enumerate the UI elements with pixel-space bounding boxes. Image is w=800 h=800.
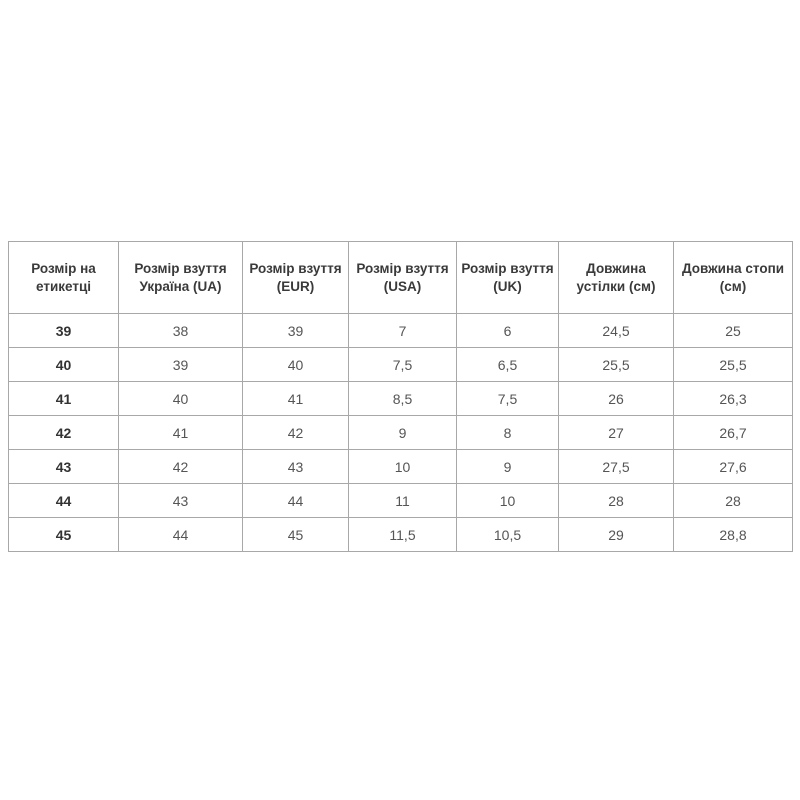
table-cell: 43 <box>118 483 243 518</box>
label-size-cell: 44 <box>8 483 119 518</box>
column-header: Розмір взуття (UK) <box>456 241 559 314</box>
table-row: 42 41 42 9 8 27 26,7 <box>8 415 793 450</box>
table-cell: 38 <box>118 313 243 348</box>
table-row: 40 39 40 7,5 6,5 25,5 25,5 <box>8 347 793 382</box>
table-row: 45 44 45 11,5 10,5 29 28,8 <box>8 517 793 552</box>
table-cell: 44 <box>242 483 349 518</box>
table-cell: 25 <box>673 313 793 348</box>
label-size-cell: 43 <box>8 449 119 484</box>
table-cell: 7,5 <box>456 381 559 416</box>
table-body: 39 38 39 7 6 24,5 25 40 39 40 7,5 6,5 25,5 25,5 41 40 41… <box>8 313 793 552</box>
table-cell: 39 <box>242 313 349 348</box>
table-cell: 26 <box>558 381 674 416</box>
table-cell: 6,5 <box>456 347 559 382</box>
table-cell: 27,6 <box>673 449 793 484</box>
table-cell: 29 <box>558 517 674 552</box>
table-row: 39 38 39 7 6 24,5 25 <box>8 313 793 348</box>
table-cell: 40 <box>242 347 349 382</box>
column-header: Розмір взуття Україна (UA) <box>118 241 243 314</box>
size-chart-table: Розмір на етикетці Розмір взуття Україна … <box>8 241 793 552</box>
column-header: Розмір взуття (USA) <box>348 241 457 314</box>
table-cell: 24,5 <box>558 313 674 348</box>
table-cell: 40 <box>118 381 243 416</box>
table-cell: 10 <box>456 483 559 518</box>
header-row: Розмір на етикетці Розмір взуття Україна … <box>8 241 793 314</box>
table-cell: 43 <box>242 449 349 484</box>
table-cell: 11 <box>348 483 457 518</box>
table-cell: 41 <box>118 415 243 450</box>
table-cell: 26,7 <box>673 415 793 450</box>
table-cell: 42 <box>118 449 243 484</box>
table-cell: 27 <box>558 415 674 450</box>
table-cell: 27,5 <box>558 449 674 484</box>
table-cell: 8 <box>456 415 559 450</box>
label-size-cell: 40 <box>8 347 119 382</box>
label-size-cell: 42 <box>8 415 119 450</box>
table-cell: 11,5 <box>348 517 457 552</box>
table-cell: 28 <box>558 483 674 518</box>
table-cell: 41 <box>242 381 349 416</box>
table-row: 41 40 41 8,5 7,5 26 26,3 <box>8 381 793 416</box>
column-header: Розмір взуття (EUR) <box>242 241 349 314</box>
label-size-cell: 39 <box>8 313 119 348</box>
table-cell: 8,5 <box>348 381 457 416</box>
table-cell: 7,5 <box>348 347 457 382</box>
table-cell: 9 <box>456 449 559 484</box>
table-cell: 10 <box>348 449 457 484</box>
table-cell: 42 <box>242 415 349 450</box>
table-cell: 7 <box>348 313 457 348</box>
table-cell: 26,3 <box>673 381 793 416</box>
column-header: Довжина устілки (см) <box>558 241 674 314</box>
label-size-cell: 45 <box>8 517 119 552</box>
table-cell: 39 <box>118 347 243 382</box>
table-row: 43 42 43 10 9 27,5 27,6 <box>8 449 793 484</box>
table-cell: 9 <box>348 415 457 450</box>
table-cell: 28,8 <box>673 517 793 552</box>
table-cell: 44 <box>118 517 243 552</box>
column-header: Довжина стопи (см) <box>673 241 793 314</box>
table-cell: 25,5 <box>673 347 793 382</box>
table-cell: 25,5 <box>558 347 674 382</box>
table-cell: 45 <box>242 517 349 552</box>
table-cell: 6 <box>456 313 559 348</box>
column-header: Розмір на етикетці <box>8 241 119 314</box>
table-cell: 10,5 <box>456 517 559 552</box>
table-row: 44 43 44 11 10 28 28 <box>8 483 793 518</box>
table-cell: 28 <box>673 483 793 518</box>
label-size-cell: 41 <box>8 381 119 416</box>
